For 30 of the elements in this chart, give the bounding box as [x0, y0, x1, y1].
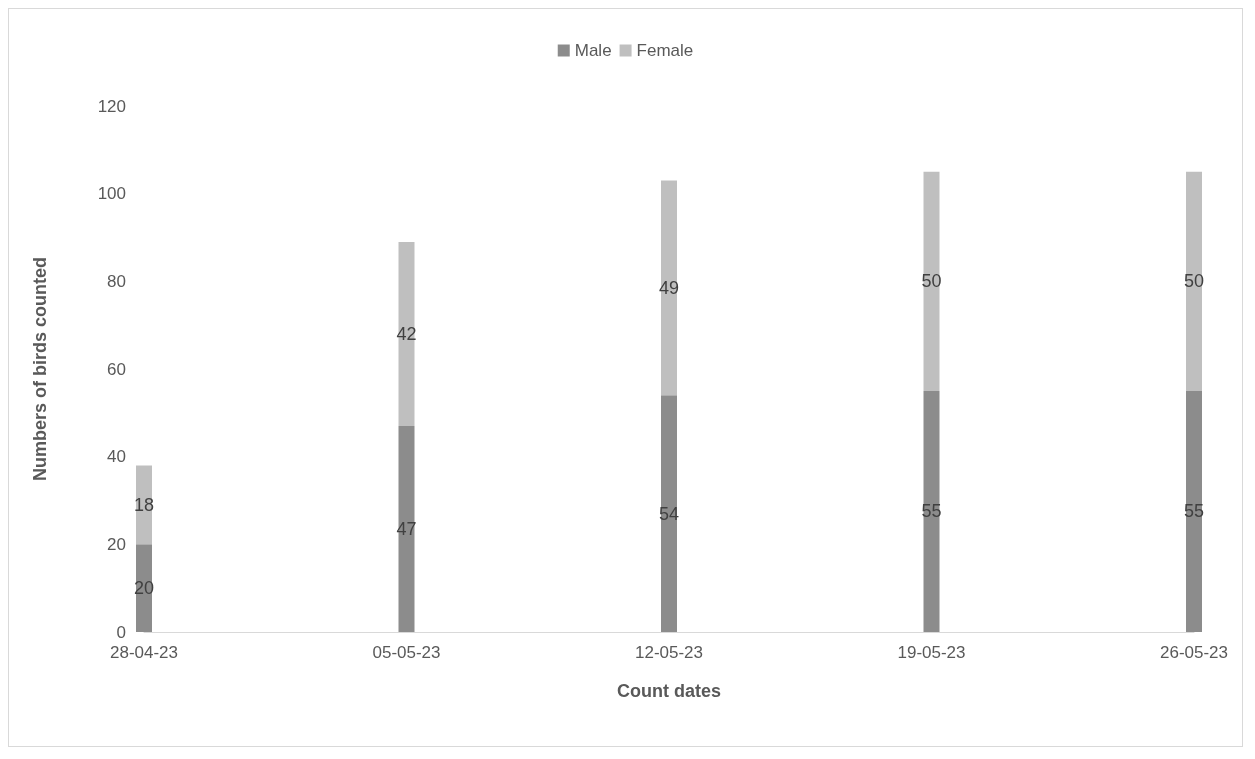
- x-tick-label: 26-05-23: [1159, 643, 1229, 662]
- bar: [136, 465, 152, 545]
- legend-label: Male: [574, 41, 612, 60]
- y-tick-label: 40: [107, 447, 126, 467]
- x-tick-label: 05-05-23: [372, 643, 441, 662]
- y-tick-label: 0: [116, 622, 126, 642]
- bar: [398, 425, 415, 632]
- bar: [398, 241, 415, 426]
- data-label: 50: [1183, 271, 1205, 292]
- data-label: 50: [921, 271, 942, 292]
- x-tick-label: 28-04-23: [109, 643, 179, 662]
- y-tick-label: 60: [107, 359, 126, 379]
- y-tick-label: 120: [97, 96, 126, 116]
- x-tick-label: 12-05-23: [634, 643, 704, 662]
- x-tick-label: 19-05-23: [897, 643, 966, 662]
- bar: [1186, 390, 1202, 632]
- data-label: 42: [396, 323, 417, 344]
- legend-label: Female: [636, 41, 694, 60]
- data-label: 49: [658, 277, 680, 298]
- bar: [661, 395, 677, 632]
- y-tick-label: 80: [107, 271, 126, 291]
- data-label: 18: [133, 494, 155, 515]
- bar: [1186, 171, 1202, 391]
- bar: [923, 390, 940, 632]
- bar: [661, 180, 677, 396]
- y-tick-label: 100: [97, 184, 126, 204]
- y-axis-title: Numbers of birds counted: [30, 256, 50, 482]
- y-tick-label: 20: [107, 534, 126, 554]
- bar: [923, 171, 940, 391]
- x-axis-title: Count dates: [616, 681, 722, 701]
